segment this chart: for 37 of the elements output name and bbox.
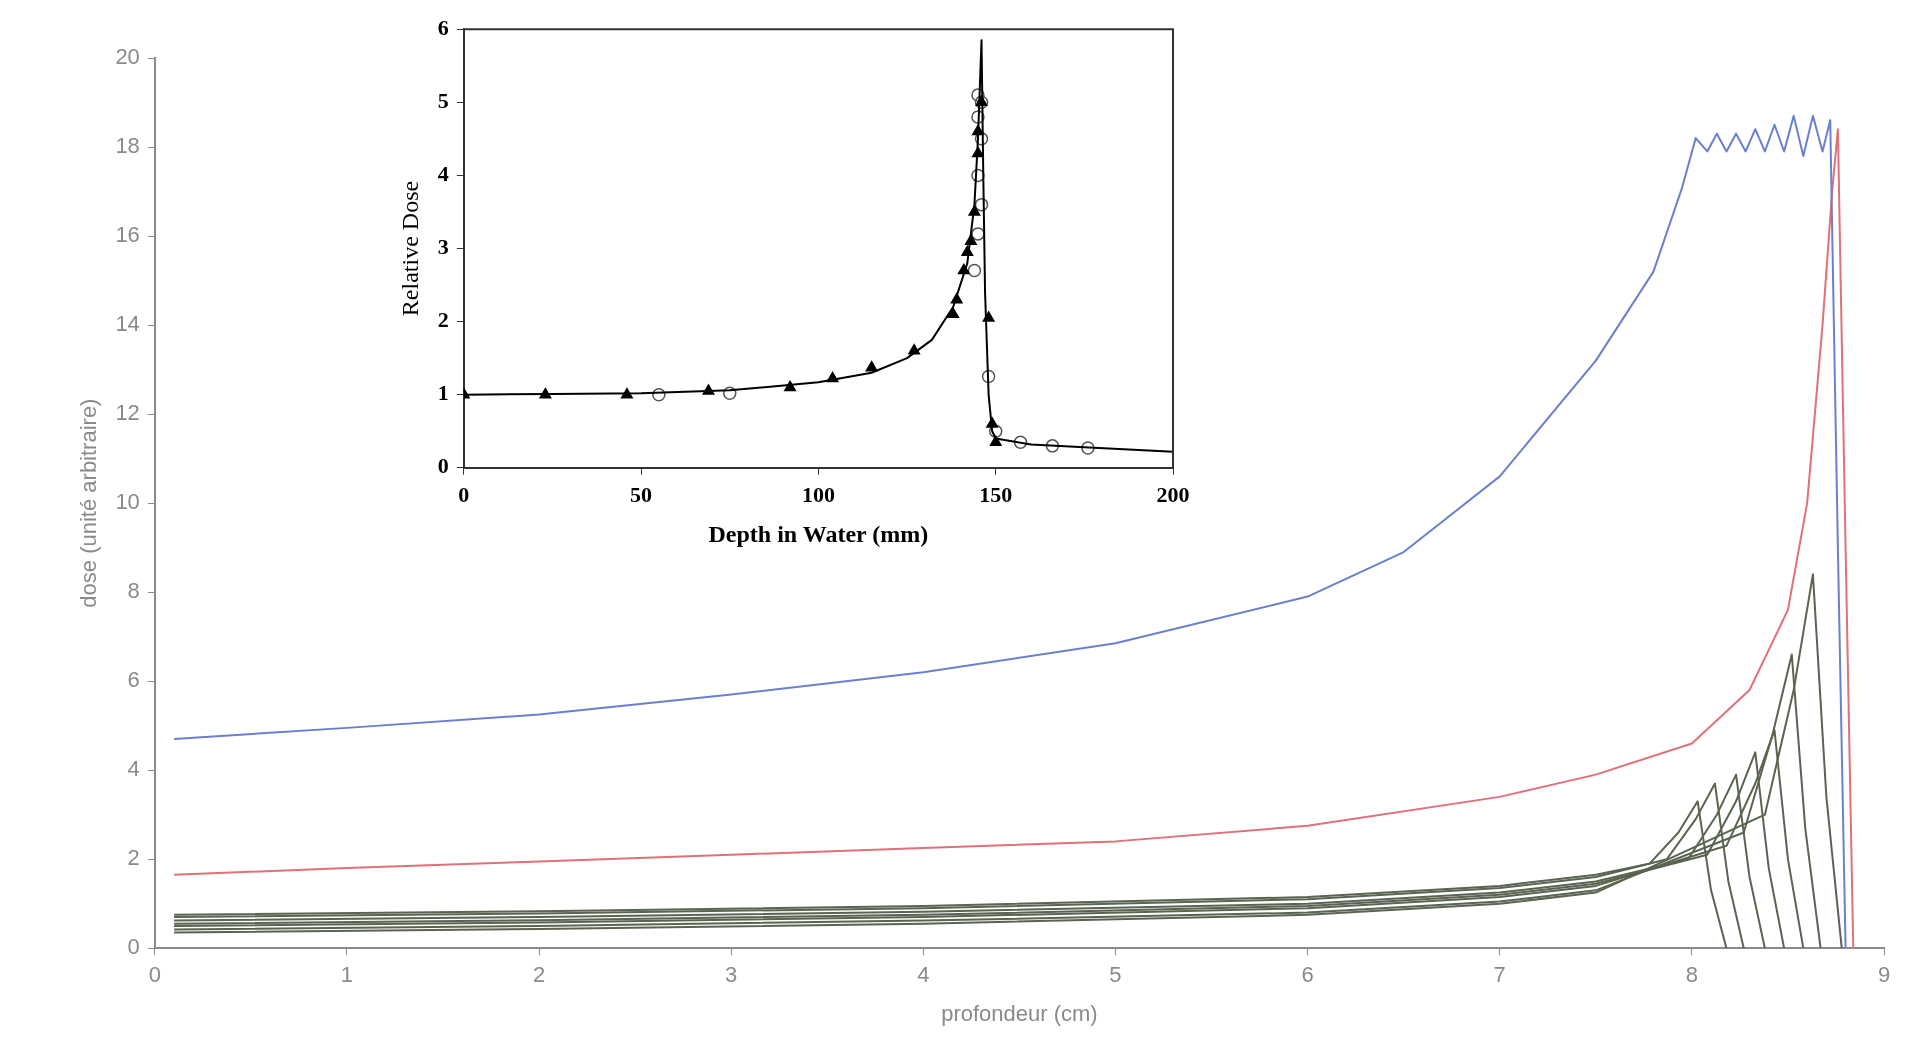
y-tick-label: 5 bbox=[437, 87, 449, 113]
x-tick-label: 4 bbox=[917, 962, 930, 988]
x-tick-label: 1 bbox=[340, 962, 354, 988]
y-tick-label: 1 bbox=[437, 380, 449, 406]
y-tick-label: 8 bbox=[127, 578, 140, 604]
x-tick-label: 9 bbox=[1877, 962, 1891, 988]
x-tick-label: 50 bbox=[630, 481, 653, 507]
x-tick-label: 6 bbox=[1301, 962, 1314, 988]
x-tick-label: 8 bbox=[1685, 962, 1698, 988]
x-axis-title: Depth in Water (mm) bbox=[708, 520, 929, 547]
x-tick-label: 5 bbox=[1109, 962, 1122, 988]
x-tick-label: 100 bbox=[801, 481, 835, 507]
y-tick-label: 6 bbox=[127, 667, 140, 693]
x-axis-title: profondeur (cm) bbox=[941, 1000, 1098, 1026]
y-tick-label: 0 bbox=[437, 453, 449, 479]
y-axis-title: Relative Dose bbox=[396, 180, 423, 317]
y-tick-label: 0 bbox=[127, 934, 140, 960]
y-tick-label: 20 bbox=[115, 44, 140, 70]
x-tick-label: 2 bbox=[533, 962, 546, 988]
y-tick-label: 4 bbox=[127, 756, 140, 782]
x-tick-label: 200 bbox=[1156, 481, 1190, 507]
x-tick-label: 3 bbox=[725, 962, 738, 988]
y-axis-title: dose (unité arbitraire) bbox=[76, 398, 102, 608]
y-tick-label: 14 bbox=[115, 311, 140, 337]
y-tick-label: 12 bbox=[115, 400, 140, 426]
y-tick-label: 6 bbox=[437, 14, 449, 40]
y-tick-label: 16 bbox=[115, 222, 140, 248]
y-tick-label: 2 bbox=[127, 845, 140, 871]
x-tick-label: 7 bbox=[1493, 962, 1506, 988]
y-tick-label: 2 bbox=[437, 307, 449, 333]
y-tick-label: 4 bbox=[437, 161, 449, 187]
y-tick-label: 18 bbox=[115, 133, 140, 159]
y-tick-label: 10 bbox=[115, 489, 140, 515]
x-tick-label: 150 bbox=[979, 481, 1013, 507]
y-tick-label: 3 bbox=[437, 234, 449, 260]
x-tick-label: 0 bbox=[458, 481, 470, 507]
x-tick-label: 0 bbox=[148, 962, 161, 988]
